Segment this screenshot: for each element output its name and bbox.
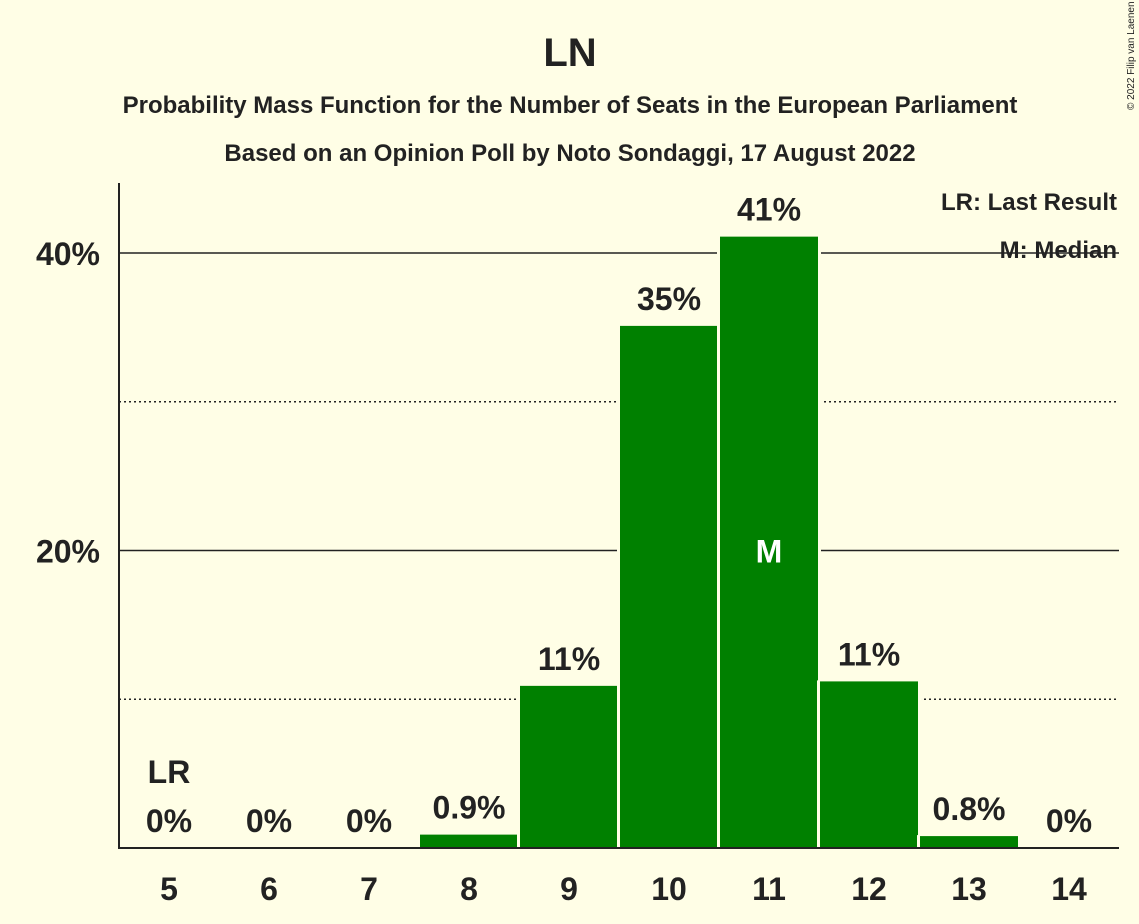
bar <box>720 236 818 848</box>
x-tick-label: 13 <box>951 871 987 907</box>
data-label-bg <box>639 281 699 318</box>
legend-last-result: LR: Last Result <box>941 189 1117 216</box>
x-tick-label: 9 <box>560 871 578 907</box>
data-label-bg <box>1049 804 1089 840</box>
bar <box>920 836 1018 848</box>
legend-median: M: Median <box>1000 237 1117 264</box>
data-labels: 0% LR 0% 0% 0.9% 11% 35% 41% M 11% 0.8% 0% <box>146 192 1092 840</box>
data-label-bg <box>839 637 899 674</box>
data-label: 35% <box>637 281 701 317</box>
data-label-bg <box>149 804 189 840</box>
chart-subtitle-poll: Based on an Opinion Poll by Noto Sondagg… <box>224 140 915 167</box>
x-tick-label: 8 <box>460 871 478 907</box>
data-label: 11% <box>838 636 900 672</box>
x-tick-label: 14 <box>1051 871 1087 907</box>
axes: 20% 40% 5 6 7 8 9 10 11 12 13 14 <box>36 183 1119 907</box>
y-tick-label: 40% <box>36 236 100 272</box>
data-label-bg <box>739 192 799 229</box>
bar <box>520 685 618 848</box>
data-label: 0% <box>1046 803 1092 839</box>
x-tick-label: 10 <box>651 871 687 907</box>
x-tick-label: 5 <box>160 871 178 907</box>
x-tick-label: 7 <box>360 871 378 907</box>
bar <box>420 834 518 848</box>
data-label: 41% <box>737 192 801 228</box>
median-marker: M <box>756 534 783 570</box>
y-tick-label: 20% <box>36 534 100 570</box>
data-label-bg <box>249 804 289 840</box>
data-label: 0.9% <box>433 790 506 826</box>
data-label: 0% <box>146 803 192 839</box>
chart-title: LN <box>543 31 596 75</box>
last-result-marker: LR <box>148 754 191 790</box>
data-label-bg <box>929 792 1009 829</box>
bars <box>417 235 1021 848</box>
x-tick-label: 6 <box>260 871 278 907</box>
data-label: 11% <box>538 641 600 677</box>
bar <box>620 325 718 848</box>
x-tick-label: 11 <box>752 871 786 907</box>
data-label-bg <box>539 641 599 678</box>
data-label-bg <box>429 790 509 827</box>
copyright-note: © 2022 Filip van Laenen <box>1126 1 1137 110</box>
chart-subtitle: Probability Mass Function for the Number… <box>123 92 1018 119</box>
x-tick-label: 12 <box>851 871 887 907</box>
data-label: 0% <box>346 803 392 839</box>
data-label-bg <box>349 804 389 840</box>
data-label: 0% <box>246 803 292 839</box>
bar <box>820 681 918 848</box>
data-label: 0.8% <box>933 791 1006 827</box>
